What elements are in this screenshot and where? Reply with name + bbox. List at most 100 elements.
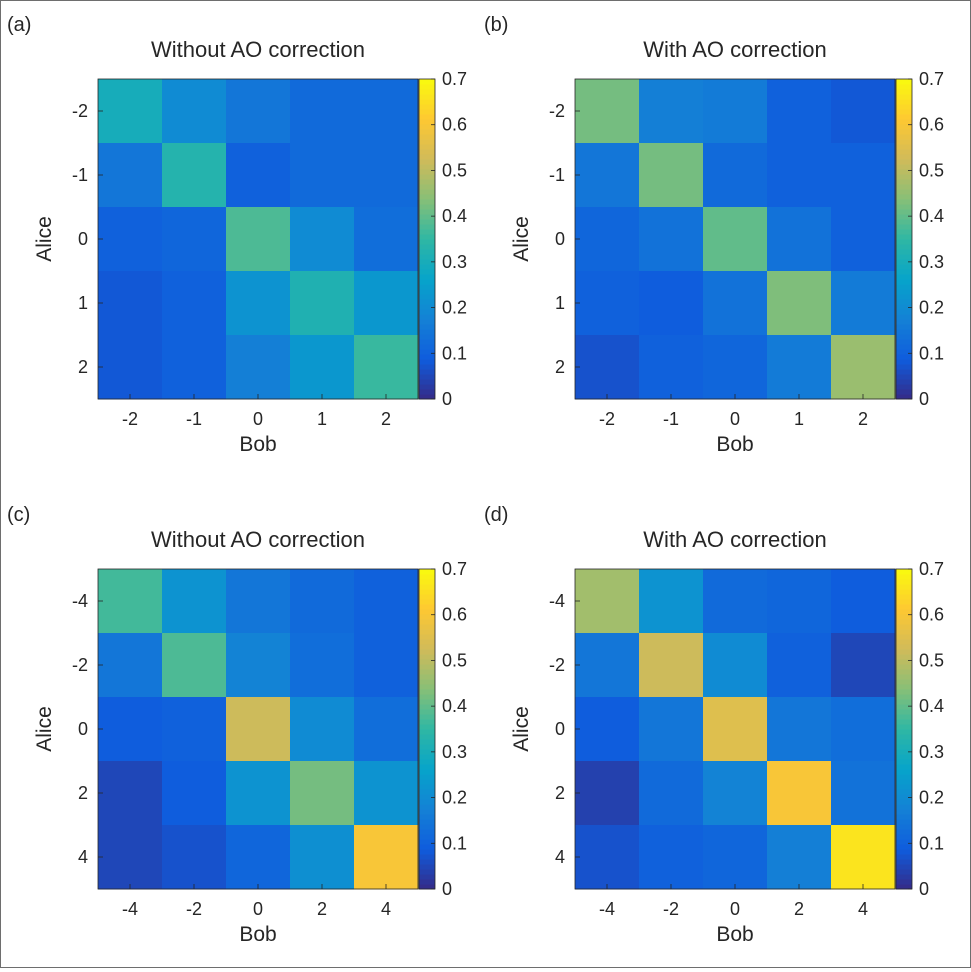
colorbar-segment — [419, 304, 435, 310]
colorbar-segment — [896, 364, 912, 370]
colorbar-tick-label: 0.7 — [919, 559, 944, 579]
heatmap-cell — [575, 79, 640, 144]
colorbar-segment — [896, 739, 912, 745]
colorbar-segment — [419, 324, 435, 330]
heatmap-cell — [767, 207, 832, 272]
chart-title: Without AO correction — [151, 37, 365, 62]
x-axis-label: Bob — [716, 923, 753, 946]
colorbar-segment — [419, 754, 435, 760]
colorbar-segment — [896, 239, 912, 245]
colorbar-tick-label: 0 — [442, 879, 452, 899]
colorbar-tick-label: 0.6 — [919, 115, 944, 135]
heatmap-cell — [354, 633, 419, 698]
heatmap-cell — [703, 825, 768, 890]
heatmap-cell — [354, 761, 419, 826]
colorbar-segment — [896, 849, 912, 855]
colorbar-segment — [419, 159, 435, 165]
heatmap-cell — [831, 143, 896, 208]
colorbar-segment — [896, 184, 912, 190]
colorbar-segment — [419, 609, 435, 615]
y-axis-label: Alice — [33, 216, 56, 262]
colorbar-segment — [896, 154, 912, 160]
colorbar-segment — [896, 694, 912, 700]
colorbar-segment — [896, 274, 912, 280]
colorbar-segment — [896, 609, 912, 615]
colorbar-segment — [896, 134, 912, 140]
colorbar-segment — [419, 99, 435, 105]
colorbar-segment — [419, 334, 435, 340]
colorbar-segment — [896, 669, 912, 675]
heatmap-cell — [354, 207, 419, 272]
colorbar-segment — [419, 724, 435, 730]
colorbar-segment — [896, 644, 912, 650]
heatmap-cell — [162, 633, 227, 698]
y-tick-label: 0 — [555, 719, 565, 739]
heatmap-cell — [767, 569, 832, 634]
heatmap-cell — [575, 143, 640, 208]
colorbar-segment — [896, 724, 912, 730]
colorbar-segment — [419, 264, 435, 270]
x-tick-label: -4 — [122, 899, 138, 919]
heatmap-cell — [354, 271, 419, 336]
colorbar-segment — [896, 264, 912, 270]
colorbar-tick-label: 0.3 — [442, 742, 467, 762]
colorbar-segment — [896, 639, 912, 645]
colorbar-tick-label: 0.2 — [442, 788, 467, 808]
colorbar-segment — [896, 824, 912, 830]
heatmap-cell — [98, 143, 163, 208]
colorbar-segment — [896, 179, 912, 185]
colorbar-segment — [896, 714, 912, 720]
heatmap-cell — [639, 825, 704, 890]
heatmap-cell — [290, 697, 355, 762]
x-tick-label: 2 — [794, 899, 804, 919]
heatmap-cell — [639, 271, 704, 336]
heatmap-cell — [831, 271, 896, 336]
colorbar-segment — [896, 869, 912, 875]
heatmap-panel: (b) With AO correction -2 -1 0 1 2 -2 -1 0 1 2 Bob Al… — [484, 14, 944, 456]
heatmap-cell — [575, 335, 640, 400]
x-tick-label: -2 — [599, 409, 615, 429]
colorbar-segment — [896, 189, 912, 195]
colorbar-segment — [896, 259, 912, 265]
colorbar-segment — [419, 234, 435, 240]
colorbar-segment — [419, 774, 435, 780]
colorbar-frame — [895, 78, 913, 400]
heatmap-cell — [290, 271, 355, 336]
colorbar-segment — [419, 119, 435, 125]
x-tick-label: 4 — [858, 899, 868, 919]
heatmap-cell — [290, 335, 355, 400]
heatmap-cell — [639, 633, 704, 698]
colorbar-segment — [419, 639, 435, 645]
colorbar-segment — [896, 384, 912, 390]
y-tick-label: -4 — [549, 591, 565, 611]
colorbar-tick-label: 0.5 — [919, 160, 944, 180]
colorbar-segment — [896, 79, 912, 85]
colorbar-segment — [419, 734, 435, 740]
colorbar-segment — [896, 379, 912, 385]
heatmap-cell — [575, 633, 640, 698]
heatmap-cell — [98, 79, 163, 144]
colorbar-segment — [896, 344, 912, 350]
heatmap-cell — [639, 207, 704, 272]
heatmap-cell — [639, 79, 704, 144]
y-axis-label: Alice — [510, 216, 533, 262]
heatmap-cell — [290, 761, 355, 826]
heatmap-cell — [354, 143, 419, 208]
colorbar-segment — [419, 154, 435, 160]
colorbar-segment — [896, 754, 912, 760]
heatmap-cell — [290, 633, 355, 698]
colorbar-segment — [896, 629, 912, 635]
chart-title: Without AO correction — [151, 527, 365, 552]
x-tick-label: 1 — [317, 409, 327, 429]
y-tick-label: 4 — [78, 847, 88, 867]
colorbar-segment — [896, 674, 912, 680]
colorbar-segment — [419, 394, 435, 400]
colorbar-tick-label: 0.2 — [919, 788, 944, 808]
colorbar-segment — [419, 864, 435, 870]
colorbar-segment — [896, 699, 912, 705]
colorbar-segment — [419, 624, 435, 630]
colorbar-segment — [419, 699, 435, 705]
heatmap-panel: (c) Without AO correction -4 -2 0 2 4 -4 -2 0 2 4 Bo… — [7, 504, 467, 946]
heatmap-cell — [831, 207, 896, 272]
